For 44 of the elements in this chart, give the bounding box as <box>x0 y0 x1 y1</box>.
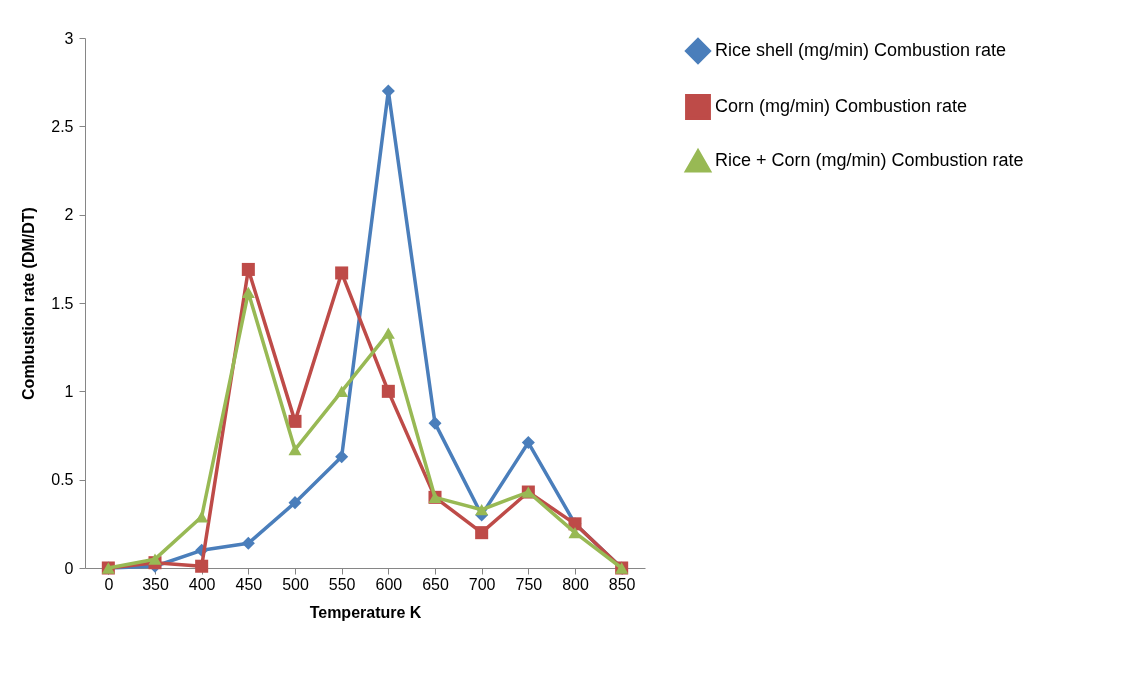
point <box>335 266 349 280</box>
point <box>195 559 209 573</box>
x-tick-label: 550 <box>328 575 356 593</box>
x-tick-label: 600 <box>375 575 403 593</box>
legend-label: Rice shell (mg/min) Combustion rate <box>715 40 1007 60</box>
point <box>428 416 442 430</box>
point <box>381 327 395 339</box>
x-axis-title: Temperature K <box>309 603 422 621</box>
x-tick-label: 750 <box>515 575 543 593</box>
point <box>241 262 255 276</box>
point <box>195 511 209 523</box>
point <box>288 496 302 510</box>
x-tick-label: 400 <box>188 575 216 593</box>
x-tick-label: 700 <box>468 575 496 593</box>
y-tick-label: 0 <box>64 559 74 577</box>
legend-label: Rice + Corn (mg/min) Combustion rate <box>715 150 1024 170</box>
x-tick-label: 850 <box>608 575 636 593</box>
y-tick-label: 1 <box>64 382 74 400</box>
y-tick-label: 2.5 <box>51 117 74 135</box>
point <box>568 527 582 539</box>
point <box>288 414 302 428</box>
point <box>475 504 489 516</box>
x-tick-label: 800 <box>562 575 589 593</box>
legend-label: Corn (mg/min) Combustion rate <box>715 96 968 116</box>
y-axis-title: Combustion rate (DM/DT) <box>20 207 38 400</box>
x-tick-label: 0 <box>104 575 114 593</box>
x-tick-label: 450 <box>235 575 263 593</box>
y-tick-label: 1.5 <box>51 294 74 312</box>
x-tick-label: 500 <box>282 575 309 593</box>
y-tick-label: 0.5 <box>51 471 74 489</box>
point <box>381 84 395 98</box>
point <box>241 286 255 299</box>
point <box>241 536 255 550</box>
point <box>335 385 349 397</box>
point <box>521 436 535 450</box>
x-tick-label: 650 <box>422 575 449 593</box>
y-tick-label: 3 <box>64 29 74 47</box>
x-tick-label: 350 <box>142 575 169 593</box>
point <box>288 443 302 456</box>
point <box>335 450 349 464</box>
point <box>475 526 489 540</box>
point <box>148 553 162 565</box>
y-tick-label: 2 <box>64 206 74 224</box>
point <box>381 384 395 398</box>
